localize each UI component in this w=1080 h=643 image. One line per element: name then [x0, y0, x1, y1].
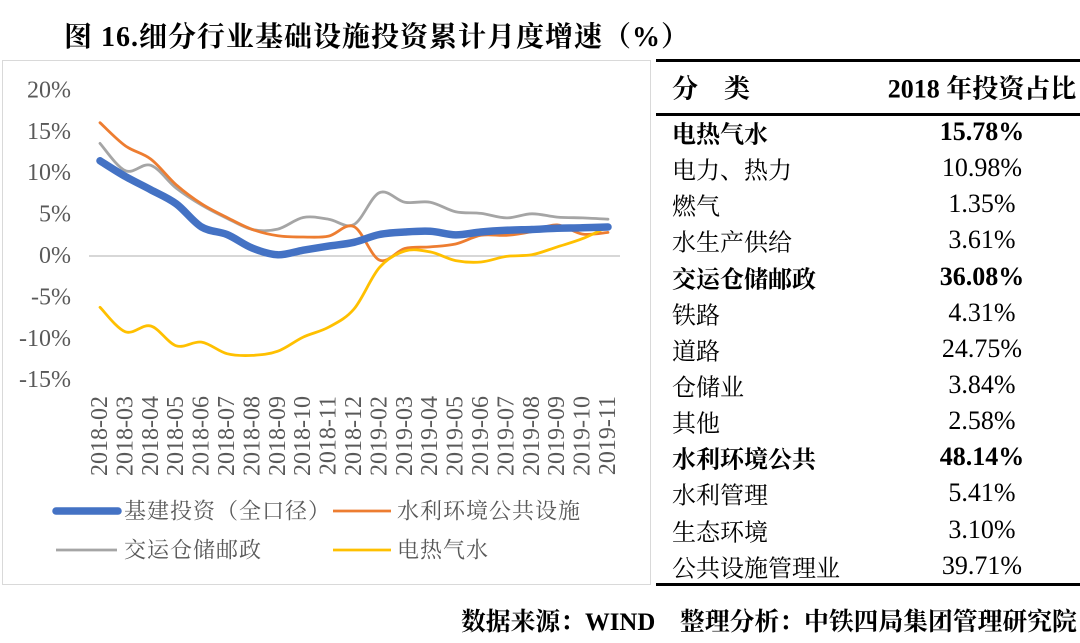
svg-text:2019-06: 2019-06 [468, 396, 494, 476]
svg-text:2018-02: 2018-02 [87, 396, 113, 476]
svg-text:2018-03: 2018-03 [112, 396, 138, 476]
svg-text:2019-10: 2019-10 [570, 396, 596, 476]
svg-text:2018-11: 2018-11 [316, 396, 342, 475]
svg-text:2018-05: 2018-05 [163, 396, 189, 476]
svg-text:-5%: -5% [31, 284, 71, 310]
svg-text:5%: 5% [39, 202, 71, 228]
svg-text:2019-11: 2019-11 [595, 396, 621, 475]
svg-text:2018-10: 2018-10 [290, 396, 316, 476]
svg-text:基建投资（全口径）: 基建投资（全口径） [124, 499, 331, 524]
svg-text:2019-07: 2019-07 [493, 396, 519, 476]
svg-text:水利环境公共设施: 水利环境公共设施 [397, 499, 581, 524]
svg-text:2018-09: 2018-09 [265, 396, 291, 476]
svg-text:2018-07: 2018-07 [214, 396, 240, 476]
svg-text:2018-06: 2018-06 [189, 396, 215, 476]
svg-text:20%: 20% [27, 77, 71, 103]
svg-text:2019-03: 2019-03 [392, 396, 418, 476]
svg-text:2019-02: 2019-02 [366, 396, 392, 476]
svg-text:电热气水: 电热气水 [397, 538, 489, 563]
svg-text:0%: 0% [39, 243, 71, 269]
svg-text:2019-05: 2019-05 [443, 396, 469, 476]
svg-text:2019-04: 2019-04 [417, 396, 443, 476]
svg-text:10%: 10% [27, 160, 71, 186]
svg-text:2019-08: 2019-08 [519, 396, 545, 476]
svg-text:2019-09: 2019-09 [544, 396, 570, 476]
svg-text:2018-12: 2018-12 [341, 396, 367, 476]
svg-text:2018-08: 2018-08 [239, 396, 265, 476]
svg-text:15%: 15% [27, 119, 71, 145]
svg-text:-10%: -10% [19, 326, 71, 352]
svg-text:2018-04: 2018-04 [138, 396, 164, 476]
svg-text:交运仓储邮政: 交运仓储邮政 [124, 538, 262, 563]
svg-text:-15%: -15% [19, 367, 71, 393]
